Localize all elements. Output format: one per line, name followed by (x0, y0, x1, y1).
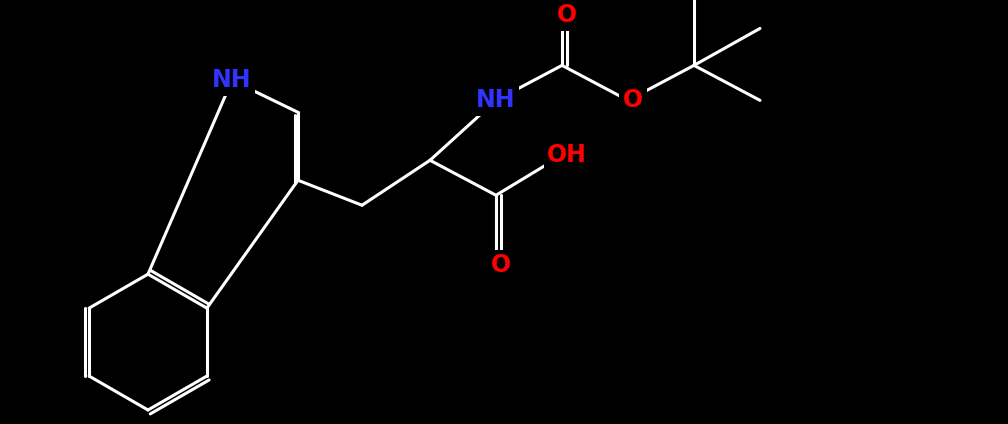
Text: OH: OH (547, 143, 587, 167)
Text: O: O (491, 253, 511, 277)
Text: O: O (623, 88, 643, 112)
Text: O: O (557, 3, 577, 28)
Text: NH: NH (476, 88, 516, 112)
Text: NH: NH (213, 68, 252, 92)
